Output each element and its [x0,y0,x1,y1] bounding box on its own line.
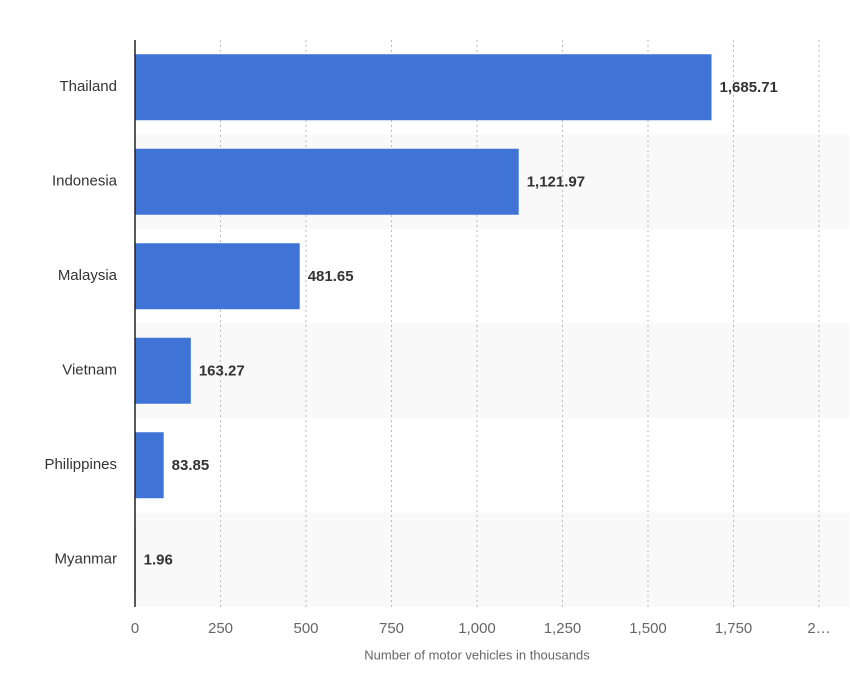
category-label: Thailand [59,78,117,95]
category-label: Vietnam [62,362,117,379]
category-label: Malaysia [58,267,118,284]
value-label: 83.85 [172,457,210,474]
bar [135,148,519,215]
x-tick-label: 1,750 [715,620,753,637]
bar [135,337,191,404]
x-tick-label: 1,250 [544,620,582,637]
value-label: 481.65 [308,268,354,285]
value-label: 1,685.71 [720,79,778,96]
x-tick-label: 2… [807,620,830,637]
bar [135,432,164,499]
row-band [135,323,849,418]
value-label: 1,121.97 [527,174,585,191]
x-tick-label: 0 [131,620,139,637]
bar [135,243,300,310]
category-label: Indonesia [52,173,118,190]
category-label: Philippines [44,456,117,473]
x-axis-label: Number of motor vehicles in thousands [364,647,590,662]
x-tick-label: 1,000 [458,620,496,637]
row-band [135,512,849,607]
x-tick-label: 500 [293,620,318,637]
x-tick-label: 1,500 [629,620,667,637]
x-tick-label: 750 [379,620,404,637]
value-label: 163.27 [199,363,245,380]
value-label: 1.96 [144,552,173,569]
category-label: Myanmar [54,551,117,568]
x-tick-label: 250 [208,620,233,637]
bar [135,54,712,121]
